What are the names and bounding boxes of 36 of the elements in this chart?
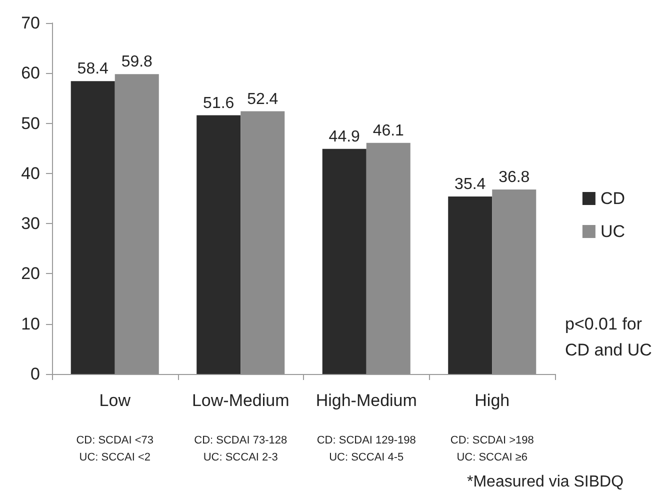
y-tick-label: 50 [21, 114, 40, 133]
text: CD: SCDAI 73-128 UC: SCCAI 2-3 [194, 434, 288, 464]
x-tick-label: High-Medium [316, 391, 417, 410]
data-label: 52.4 [247, 90, 278, 108]
data-label: 35.4 [454, 176, 486, 193]
bar [196, 115, 241, 374]
y-tick-label: 0 [30, 364, 40, 384]
data-label: 59.8 [121, 54, 153, 71]
data-label: 36.8 [498, 168, 530, 186]
y-tick-label: 70 [21, 14, 40, 32]
legend-label: UC [600, 222, 626, 241]
bar [322, 148, 366, 374]
y-tick-label: 30 [21, 214, 40, 234]
bar [70, 81, 115, 374]
y-tick-label: 20 [21, 264, 40, 284]
data-label: 44.9 [328, 128, 360, 146]
bar [366, 142, 410, 374]
x-tick-label: Low [99, 391, 132, 410]
text: CD: SCDAI 129-198 UC: SCCAI 4-5 [316, 434, 416, 464]
bar [114, 74, 159, 374]
y-tick-label: 60 [21, 64, 40, 83]
legend-label: CD [600, 189, 626, 208]
y-tick-label: 10 [21, 314, 40, 334]
x-tick-label: High [474, 391, 510, 410]
bar [240, 111, 285, 374]
bar [448, 196, 492, 374]
text: p<0.01 for CD and UC [565, 314, 652, 360]
data-label: 51.6 [203, 94, 234, 112]
y-tick-label: 40 [21, 164, 40, 183]
text: *Measured via SIBDQ [467, 474, 624, 490]
x-tick-label: Low-Medium [192, 391, 290, 410]
text: CD: SCDAI <73 UC: SCCAI <2 [76, 434, 154, 464]
bar [492, 189, 536, 374]
data-label: 58.4 [77, 60, 109, 78]
data-label: 46.1 [372, 122, 404, 140]
text: CD: SCDAI >198 UC: SCCAI ≥6 [450, 434, 534, 464]
